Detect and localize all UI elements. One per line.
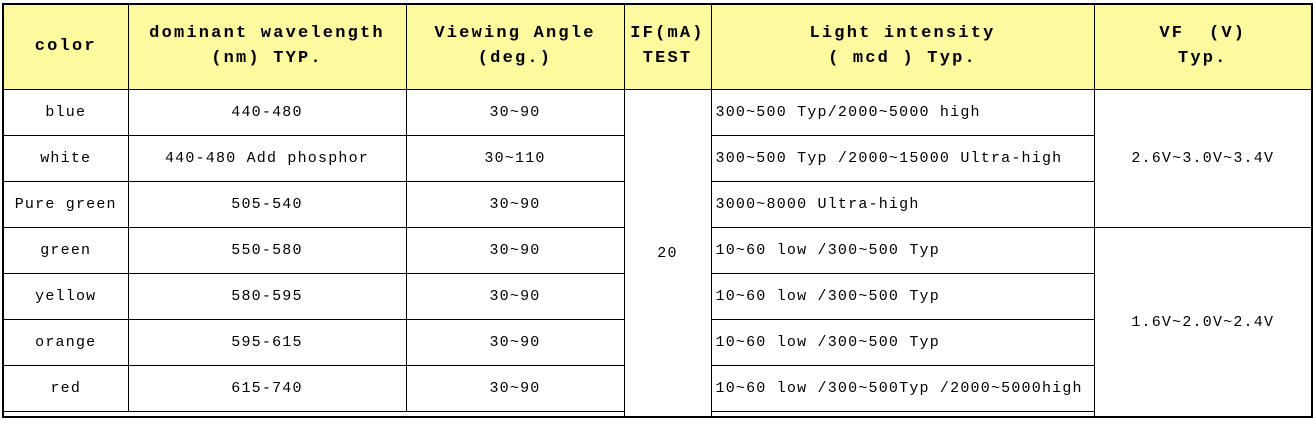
wavelength-cell: 615-740 — [127, 365, 407, 412]
color-cell: green — [2, 227, 129, 274]
viewing-angle-cell: 30~90 — [405, 181, 625, 228]
row-yellow: yellow 580-595 30~90 10~60 low /300~500 … — [2, 273, 1312, 320]
viewing-angle-cell: 30~90 — [405, 319, 625, 366]
row-white: white 440-480 Add phosphor 30~110 300~50… — [2, 135, 1312, 182]
color-cell: blue — [2, 89, 129, 136]
color-cell: red — [2, 365, 129, 412]
light-intensity-cell: 10~60 low /300~500 Typ — [710, 273, 1095, 320]
color-cell: Pure green — [2, 181, 129, 228]
row-orange: orange 595-615 30~90 10~60 low /300~500 … — [2, 319, 1312, 366]
color-cell: orange — [2, 319, 129, 366]
row-red: red 615-740 30~90 10~60 low /300~500Typ … — [2, 365, 1312, 412]
spec-table-wrapper: color dominant wavelength (nm) TYP. View… — [2, 3, 1313, 418]
vf-cell-low-group: 1.6V~2.0V~2.4V — [1093, 227, 1313, 418]
wavelength-cell: 440-480 Add phosphor — [127, 135, 407, 182]
column-header-color: color — [2, 3, 129, 90]
color-cell: yellow — [2, 273, 129, 320]
viewing-angle-cell: 30~90 — [405, 273, 625, 320]
viewing-angle-cell: 30~90 — [405, 227, 625, 274]
wavelength-cell: 550-580 — [127, 227, 407, 274]
light-intensity-cell: 300~500 Typ /2000~15000 Ultra-high — [710, 135, 1095, 182]
wavelength-cell: 580-595 — [127, 273, 407, 320]
led-spec-table: color dominant wavelength (nm) TYP. View… — [2, 3, 1313, 418]
header-row: color dominant wavelength (nm) TYP. View… — [2, 3, 1313, 90]
row-blue: blue 440-480 30~90 20 300~500 Typ/2000~5… — [2, 89, 1313, 418]
column-header-if-test: IF(mA) TEST — [623, 3, 712, 90]
column-header-viewing-angle: Viewing Angle (deg.) — [405, 3, 625, 90]
bottom-filler-row — [3, 411, 1312, 417]
light-intensity-cell: 10~60 low /300~500Typ /2000~5000high — [710, 365, 1095, 412]
vf-cell-high-group: 2.6V~3.0V~3.4V — [1093, 89, 1313, 228]
wavelength-cell: 505-540 — [127, 181, 407, 228]
wavelength-cell: 440-480 — [127, 89, 407, 136]
column-header-light-intensity: Light intensity ( mcd ) Typ. — [710, 3, 1095, 90]
light-intensity-cell: 10~60 low /300~500 Typ — [710, 227, 1095, 274]
if-test-cell: 20 — [623, 89, 712, 418]
viewing-angle-cell: 30~90 — [405, 89, 625, 136]
light-intensity-cell: 3000~8000 Ultra-high — [710, 181, 1095, 228]
column-header-wavelength: dominant wavelength (nm) TYP. — [127, 3, 407, 90]
light-intensity-cell: 10~60 low /300~500 Typ — [710, 319, 1095, 366]
viewing-angle-cell: 30~90 — [405, 365, 625, 412]
light-intensity-cell: 300~500 Typ/2000~5000 high — [710, 89, 1095, 136]
viewing-angle-cell: 30~110 — [405, 135, 625, 182]
column-header-vf: VF (V) Typ. — [1093, 3, 1313, 90]
row-green: green 550-580 30~90 10~60 low /300~500 T… — [2, 227, 1313, 418]
row-pure-green: Pure green 505-540 30~90 3000~8000 Ultra… — [2, 181, 1312, 228]
wavelength-cell: 595-615 — [127, 319, 407, 366]
filler-cell — [711, 411, 1094, 417]
filler-cell — [3, 411, 624, 417]
color-cell: white — [2, 135, 129, 182]
